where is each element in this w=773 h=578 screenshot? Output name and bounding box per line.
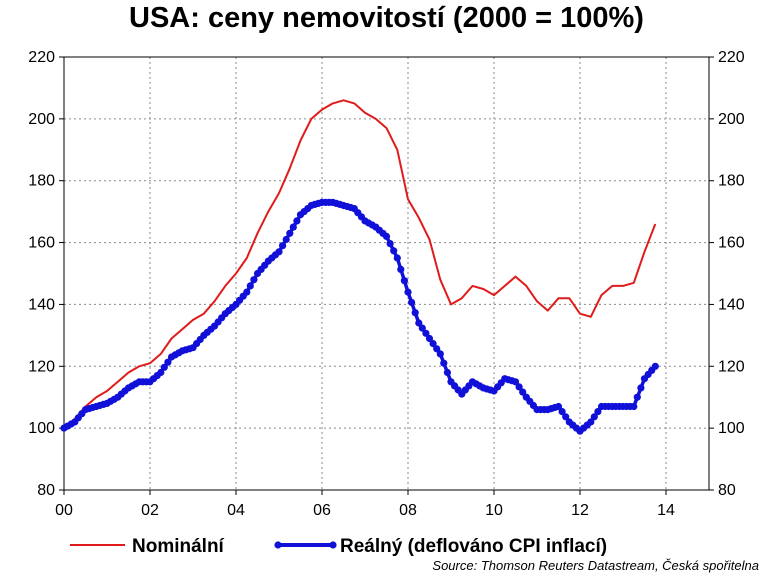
y-tick-label-left: 200: [28, 111, 55, 128]
series-point-real: [418, 324, 426, 332]
series-point-real: [393, 254, 401, 262]
legend: Nominální Reálný (deflováno CPI inflací): [70, 536, 607, 557]
series-point-real: [594, 408, 602, 416]
series-point-real: [250, 276, 258, 284]
series-point-real: [400, 277, 408, 285]
series-point-real: [243, 288, 251, 296]
series-point-real: [382, 232, 391, 240]
series-point-real: [562, 413, 570, 421]
y-tick-label-left: 160: [28, 235, 55, 252]
x-tick-label: 02: [141, 502, 159, 519]
x-tick-label: 00: [55, 502, 73, 519]
series-point-real: [408, 298, 416, 306]
series-point-real: [651, 362, 659, 370]
y-tick-label-left: 100: [28, 420, 55, 437]
series-point-real: [160, 363, 168, 371]
legend-label-nominal: Nominální: [132, 536, 225, 557]
y-tick-label-left: 180: [28, 173, 55, 190]
y-tick-label-right: 220: [718, 49, 745, 66]
series-line-real: [63, 200, 657, 433]
y-tick-label-right: 200: [718, 111, 745, 128]
series-point-real: [275, 248, 283, 256]
chart-title: USA: ceny nemovitostí (2000 = 100%): [129, 2, 644, 34]
series-point-real: [515, 383, 523, 391]
x-tick-label: 10: [485, 502, 503, 519]
x-tick-label: 08: [399, 502, 417, 519]
series-point-real: [429, 340, 437, 348]
series-layer: [60, 99, 659, 435]
series-point-real: [436, 350, 444, 358]
y-tick-label-right: 180: [718, 173, 745, 190]
series-point-real: [630, 402, 638, 411]
grid-layer: [64, 57, 709, 490]
series-point-real: [425, 334, 434, 343]
series-point-real: [590, 413, 598, 421]
y-tick-label-right: 120: [718, 358, 745, 375]
tick-layer: 80 80 100 100 120 120 140 140 160 160 180 180 200 200…: [28, 49, 745, 519]
y-tick-label-right: 160: [718, 235, 745, 252]
series-point-real: [404, 288, 412, 296]
y-tick-label-right: 100: [718, 420, 745, 437]
series-point-real: [293, 217, 301, 225]
series-point-real: [164, 358, 172, 366]
series-point-real: [511, 378, 520, 386]
series-point-real: [411, 309, 419, 317]
x-tick-label: 06: [313, 502, 331, 519]
series-point-real: [386, 240, 394, 248]
series-point-real: [587, 418, 595, 426]
y-tick-label-left: 220: [28, 49, 55, 66]
y-tick-label-left: 140: [28, 296, 55, 313]
chart-source: Source: Thomson Reuters Datastream, Česk…: [432, 558, 759, 573]
series-point-real: [282, 235, 290, 244]
series-line-nominal: [63, 99, 657, 429]
legend-marker-real-2: [329, 541, 337, 549]
series-point-real: [440, 359, 448, 367]
series-point-real: [390, 247, 398, 255]
series-point-real: [397, 265, 405, 273]
plot-frame: [63, 56, 710, 491]
series-point-real: [633, 393, 641, 401]
series-point-real: [558, 408, 566, 416]
series-point-real: [433, 345, 441, 353]
legend-label-real: Reálný (deflováno CPI inflací): [340, 536, 607, 557]
legend-marker-real-1: [274, 541, 282, 549]
series-point-real: [443, 368, 451, 377]
series-point-real: [519, 388, 527, 396]
x-tick-label: 14: [657, 502, 675, 519]
x-tick-label: 04: [227, 502, 245, 519]
y-tick-label-right: 140: [718, 296, 745, 313]
y-tick-label-right: 80: [718, 482, 736, 499]
series-point-real: [157, 368, 165, 377]
x-tick-label: 12: [571, 502, 589, 519]
y-tick-label-left: 80: [37, 482, 55, 499]
series-point-real: [554, 402, 563, 411]
series-point-real: [286, 229, 294, 237]
series-point-real: [246, 282, 254, 290]
series-point-real: [415, 319, 423, 327]
series-point-real: [279, 242, 287, 250]
series-point-real: [637, 384, 645, 392]
series-point-real: [289, 223, 297, 231]
series-point-real: [422, 329, 430, 337]
y-tick-label-left: 120: [28, 358, 55, 375]
